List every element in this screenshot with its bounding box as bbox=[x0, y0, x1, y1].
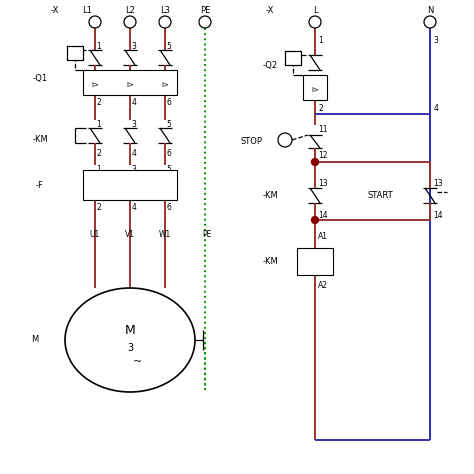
Text: I>: I> bbox=[91, 82, 99, 88]
Circle shape bbox=[309, 16, 321, 28]
Text: -KM: -KM bbox=[32, 136, 48, 145]
Text: 4: 4 bbox=[132, 202, 137, 211]
Text: 13: 13 bbox=[318, 180, 328, 189]
Text: M: M bbox=[31, 336, 38, 345]
Text: L2: L2 bbox=[125, 6, 135, 15]
Text: PE: PE bbox=[200, 6, 210, 15]
Text: W1: W1 bbox=[159, 229, 171, 238]
Text: 2: 2 bbox=[97, 202, 101, 211]
Text: -Q2: -Q2 bbox=[263, 61, 278, 70]
Text: 3: 3 bbox=[132, 42, 137, 51]
Text: 11: 11 bbox=[318, 125, 328, 134]
Text: 5: 5 bbox=[166, 119, 172, 128]
Text: L: L bbox=[313, 6, 317, 15]
Text: L1: L1 bbox=[82, 6, 92, 15]
Text: 2: 2 bbox=[319, 103, 323, 112]
Text: STOP: STOP bbox=[241, 137, 263, 146]
Text: ~: ~ bbox=[133, 357, 143, 367]
Text: A1: A1 bbox=[318, 231, 328, 240]
Text: PE: PE bbox=[202, 229, 212, 238]
Text: 3: 3 bbox=[132, 119, 137, 128]
Text: -F: -F bbox=[36, 181, 44, 190]
Text: I>: I> bbox=[126, 82, 134, 88]
Circle shape bbox=[311, 158, 319, 165]
Circle shape bbox=[424, 16, 436, 28]
Text: 5: 5 bbox=[166, 42, 172, 51]
Text: 4: 4 bbox=[132, 98, 137, 107]
Text: START: START bbox=[367, 191, 393, 200]
Bar bbox=[83, 70, 177, 95]
Text: 2: 2 bbox=[97, 98, 101, 107]
Circle shape bbox=[89, 16, 101, 28]
Text: 3: 3 bbox=[434, 36, 438, 45]
Ellipse shape bbox=[65, 288, 195, 392]
Text: 6: 6 bbox=[166, 202, 172, 211]
Text: 14: 14 bbox=[318, 211, 328, 220]
Text: 1: 1 bbox=[97, 119, 101, 128]
Text: -KM: -KM bbox=[262, 257, 278, 266]
Circle shape bbox=[159, 16, 171, 28]
Text: I>: I> bbox=[161, 82, 169, 88]
Text: L3: L3 bbox=[160, 6, 170, 15]
Text: N: N bbox=[427, 6, 433, 15]
Text: 3: 3 bbox=[132, 164, 137, 173]
Text: V1: V1 bbox=[125, 229, 135, 238]
Bar bbox=[297, 248, 333, 275]
Text: M: M bbox=[125, 323, 136, 337]
Text: 1: 1 bbox=[319, 36, 323, 45]
Text: 1: 1 bbox=[97, 42, 101, 51]
Text: A2: A2 bbox=[318, 281, 328, 290]
Circle shape bbox=[278, 133, 292, 147]
Circle shape bbox=[124, 16, 136, 28]
Bar bbox=[83, 170, 177, 200]
Text: -KM: -KM bbox=[262, 191, 278, 200]
Text: 1: 1 bbox=[97, 164, 101, 173]
Text: 6: 6 bbox=[166, 149, 172, 158]
Text: 12: 12 bbox=[318, 152, 328, 161]
Text: I>: I> bbox=[311, 86, 319, 92]
Text: 6: 6 bbox=[166, 98, 172, 107]
Text: 4: 4 bbox=[132, 149, 137, 158]
Circle shape bbox=[199, 16, 211, 28]
Text: 13: 13 bbox=[433, 180, 443, 189]
Text: 3: 3 bbox=[127, 343, 133, 353]
Bar bbox=[303, 75, 327, 100]
Text: 5: 5 bbox=[166, 164, 172, 173]
Text: -X: -X bbox=[266, 6, 274, 15]
Text: 4: 4 bbox=[434, 103, 438, 112]
Text: -X: -X bbox=[51, 6, 59, 15]
Text: 14: 14 bbox=[433, 211, 443, 220]
Bar bbox=[285, 51, 301, 65]
Circle shape bbox=[311, 217, 319, 224]
Text: -Q1: -Q1 bbox=[32, 73, 47, 82]
Text: U1: U1 bbox=[90, 229, 100, 238]
Text: 2: 2 bbox=[97, 149, 101, 158]
Bar bbox=[67, 46, 83, 60]
